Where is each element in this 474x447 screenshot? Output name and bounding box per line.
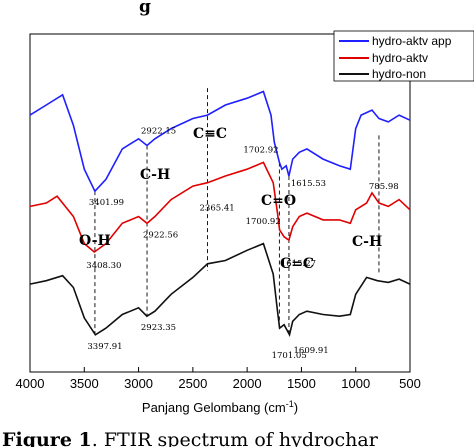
x-tick-label-2000: 2000 [233,376,262,391]
group-label-c-double-c: C=C [280,256,314,272]
legend-label-hydro-aktv-app: hydro-aktv app [372,34,452,48]
annotation-label-0: 3401.99 [89,198,124,208]
figure-caption: Figure 1. FTIR spectrum of hydrochar [2,429,379,447]
x-tick-label-1500: 1500 [287,376,316,391]
annotation-label-8: 1615.27 [281,259,316,269]
x-axis-title-close: ) [294,400,298,415]
group-label-c-double-o: C=O [261,193,296,209]
annotation-label-1: 2922.15 [141,127,176,137]
annotation-label-9: 785.98 [369,182,399,192]
x-axis-title-sup: -1 [286,399,294,409]
group-label-c-h-1: C-H [140,167,170,183]
legend-label-hydro-non: hydro-non [372,67,426,81]
annotation-label-6: 2922.56 [143,230,178,240]
x-tick-label-1000: 1000 [341,376,370,391]
series-line-hydro-non [29,242,411,338]
annotation-label-2: 1702.92 [243,145,278,155]
annotation-layer: 3401.99 2922.15 1702.92 1615.53 2365.41 3408.… [86,127,398,362]
annotation-label-13: 1609.91 [294,346,329,356]
guide-lines [94,88,380,335]
group-label-c-h-2: C-H [352,234,382,250]
top-text-fragment: g [139,0,151,17]
legend: hydro-aktv app hydro-aktv hydro-non [333,30,474,82]
annotation-label-11: 2923.35 [141,323,176,333]
x-tick-label-3000: 3000 [124,376,153,391]
x-tick-label-3500: 3500 [70,376,99,391]
x-axis-title: Panjang Gelombang (cm-1) [142,399,298,415]
series-line-hydro-aktv [29,161,411,254]
annotation-label-5: 3408.30 [86,261,121,271]
annotation-label-4: 2365.41 [200,204,235,214]
group-label-o-h: O-H [79,233,111,249]
caption-label: Figure 1 [2,429,92,447]
x-tick-label-4000: 4000 [16,376,45,391]
group-label-c-triple-c: C≡C [193,126,227,142]
x-axis-ticks: 4000 3500 3000 2500 2000 1500 1000 500 [16,367,421,391]
legend-box [333,30,474,82]
plot-frame [29,33,411,373]
annotation-label-3: 1615.53 [291,179,326,189]
annotation-label-10: 3397.91 [87,342,122,352]
series-line-hydro-aktv-app [29,90,411,193]
x-tick-label-500: 500 [399,376,421,391]
x-tick-label-2500: 2500 [178,376,207,391]
x-axis-title-main: Panjang Gelombang (cm [142,400,286,415]
annotation-label-7: 1700.92 [246,217,281,227]
legend-label-hydro-aktv: hydro-aktv [372,51,428,65]
caption-text: . FTIR spectrum of hydrochar [92,429,379,447]
annotation-label-12: 1701.05 [272,351,307,361]
series-layer [29,90,411,338]
